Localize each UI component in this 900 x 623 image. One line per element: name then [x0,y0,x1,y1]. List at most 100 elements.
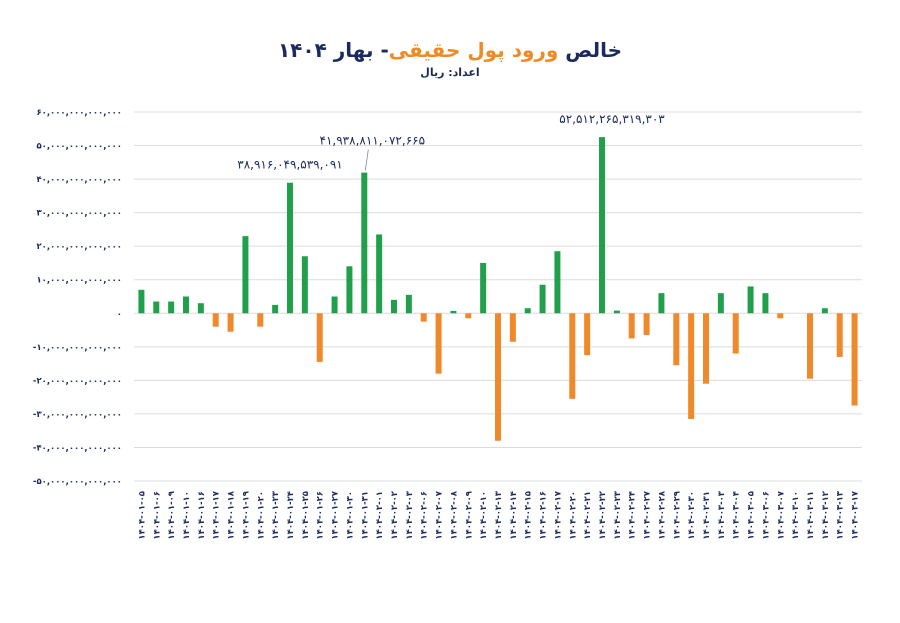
x-tick-label: ۱۴۰۴-۰۱-۱۰ [182,491,192,540]
y-tick-label: ۶۰,۰۰۰,۰۰۰,۰۰۰,۰۰۰ [36,108,122,118]
bar [732,313,739,354]
x-tick-label: ۱۴۰۴-۰۲-۰۲ [390,490,400,539]
x-tick-label: ۱۴۰۴-۰۲-۱۵ [524,491,534,540]
x-tick-label: ۱۴۰۴-۰۱-۱۷ [212,490,222,539]
x-tick-label: ۱۴۰۴-۰۲-۳۱ [702,491,712,540]
bar [420,313,427,322]
x-tick-label: ۱۴۰۴-۰۱-۲۷ [331,490,341,539]
x-tick-label: ۱۴۰۴-۰۱-۱۹ [241,490,251,539]
y-tick-label: -۲۰,۰۰۰,۰۰۰,۰۰۰,۰۰۰ [33,376,122,386]
bar [197,303,204,314]
x-tick-label: ۱۴۰۴-۰۱-۰۶ [152,491,162,540]
bar [673,313,680,366]
x-tick-label: ۱۴۰۴-۰۱-۰۵ [137,491,147,540]
bar [717,293,724,314]
x-tick-label: ۱۴۰۴-۰۱-۳۰ [345,491,355,540]
y-tick-label: -۱۰,۰۰۰,۰۰۰,۰۰۰,۰۰۰ [33,343,122,353]
bar [658,293,665,314]
bar [688,313,695,419]
bar [703,313,709,384]
bar [376,234,383,314]
x-tick-label: ۱۴۰۴-۰۱-۲۳ [271,490,281,539]
x-tick-label: ۱۴۰۴-۰۲-۰۶ [420,491,430,540]
x-tick-label: ۱۴۰۴-۰۲-۲۱ [583,491,593,540]
value-label: ۴۱,۹۳۸,۸۱۱,۰۷۲,۶۶۵ [320,134,426,148]
bar [584,313,591,356]
bar [807,313,813,379]
bar [613,310,620,314]
bar [316,313,323,362]
x-tick-label: ۱۴۰۴-۰۳-۱۳ [836,490,846,539]
bar [435,313,442,374]
bar [495,313,501,441]
value-label: ۳۸,۹۱۶,۰۴۹,۵۳۹,۰۹۱ [237,158,343,172]
bar [450,310,457,314]
x-tick-label: ۱۴۰۴-۰۳-۰۳ [717,490,727,539]
bar [762,293,769,314]
chart-title: خالص ورود پول حقیقی- بهار ۱۴۰۴ [0,38,900,62]
y-tick-label: ۱۰,۰۰۰,۰۰۰,۰۰۰,۰۰۰ [36,276,122,286]
x-tick-label: ۱۴۰۴-۰۲-۰۳ [405,490,415,539]
bar [747,286,754,314]
x-tick-label: ۱۴۰۴-۰۱-۱۶ [197,491,207,540]
x-tick-label: ۱۴۰۴-۰۳-۰۵ [747,491,757,540]
x-tick-label: ۱۴۰۴-۰۲-۱۳ [494,490,504,539]
x-tick-label: ۱۴۰۴-۰۱-۳۱ [360,491,370,540]
x-tick-label: ۱۴۰۴-۰۳-۱۲ [821,490,831,539]
y-tick-label: -۴۰,۰۰۰,۰۰۰,۰۰۰,۰۰۰ [33,443,122,453]
bar [821,308,828,314]
x-tick-label: ۱۴۰۴-۰۲-۱۴ [509,491,519,540]
x-tick-label: ۱۴۰۴-۰۲-۲۲ [598,490,608,539]
bar [599,137,605,314]
title-part: ورود پول حقیقی [388,38,559,62]
bar [465,313,472,319]
leader-line [364,149,369,171]
bar [168,301,175,314]
x-tick-label: ۱۴۰۴-۰۱-۱۸ [227,490,237,539]
title-part: خالص [558,38,623,62]
y-tick-label: -۳۰,۰۰۰,۰۰۰,۰۰۰,۰۰۰ [33,410,122,420]
bar [272,304,279,314]
bar [242,236,249,314]
bar [628,313,635,339]
bar [361,172,368,314]
y-tick-label: ۲۰,۰۰۰,۰۰۰,۰۰۰,۰۰۰ [36,242,122,252]
x-tick-label: ۱۴۰۴-۰۲-۲۴ [628,491,638,540]
bar [643,313,650,336]
value-label: ۵۲,۵۱۲,۲۶۵,۳۱۹,۳۰۳ [559,112,665,126]
y-tick-label: ۵۰,۰۰۰,۰۰۰,۰۰۰,۰۰۰ [36,142,122,152]
x-tick-label: ۱۴۰۴-۰۲-۱۷ [553,490,563,539]
bar [569,313,576,399]
x-tick-label: ۱۴۰۴-۰۲-۲۷ [643,490,653,539]
y-tick-label: ۳۰,۰۰۰,۰۰۰,۰۰۰,۰۰۰ [36,209,122,219]
bar [346,266,353,314]
x-tick-label: ۱۴۰۴-۰۳-۱۷ [851,490,861,539]
x-tick-label: ۱۴۰۴-۰۳-۰۴ [732,491,742,540]
bar [153,301,160,314]
x-tick-label: ۱۴۰۴-۰۲-۱۰ [479,491,489,540]
bar [405,294,412,314]
bar [301,256,308,314]
bar [836,313,843,357]
bar [777,313,784,319]
x-tick-label: ۱۴۰۴-۰۱-۲۴ [286,491,296,540]
bar [851,313,858,406]
x-tick-label: ۱۴۰۴-۰۲-۰۱ [375,491,385,540]
bar [524,308,531,314]
x-tick-label: ۱۴۰۴-۰۲-۰۹ [464,490,474,539]
x-tick-label: ۱۴۰۴-۰۳-۱۱ [806,491,816,540]
x-tick-label: ۱۴۰۴-۰۲-۲۰ [568,491,578,540]
bar [287,182,293,314]
x-tick-label: ۱۴۰۴-۰۲-۳۰ [687,491,697,540]
chart-subtitle: اعداد: ریال [420,66,480,79]
x-tick-label: ۱۴۰۴-۰۱-۲۶ [316,491,326,540]
x-tick-label: ۱۴۰۴-۰۱-۲۰ [256,491,266,540]
bar [331,296,338,314]
bar [183,296,189,314]
x-tick-label: ۱۴۰۴-۰۳-۱۰ [791,491,801,540]
y-tick-label: ۰ [117,309,122,319]
bar [539,284,546,314]
bar [227,313,234,332]
